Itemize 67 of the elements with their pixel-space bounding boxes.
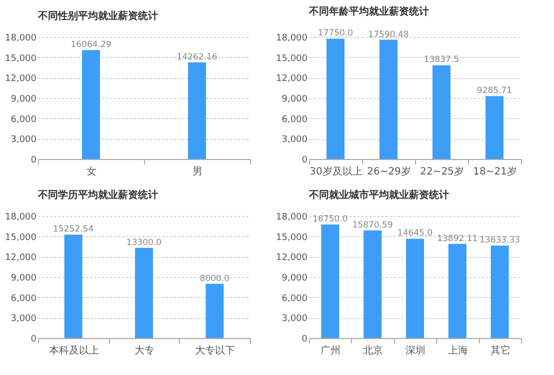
- bar: [486, 96, 504, 159]
- data-label: 16064.29: [70, 40, 112, 50]
- y-tick-label: 9,000: [282, 274, 308, 284]
- y-tick-label: 0: [302, 156, 308, 166]
- y-tick-label: 3,000: [282, 314, 308, 324]
- y-tick-label: 18,000: [5, 34, 37, 44]
- data-label: 13837.5: [424, 55, 460, 66]
- x-tick-label: 男: [192, 166, 202, 178]
- data-label: 17750.0: [318, 28, 354, 39]
- data-label: 13892.11: [437, 234, 478, 244]
- data-label: 8000.0: [200, 274, 230, 284]
- y-tick-label: 15,000: [276, 54, 308, 64]
- data-label: 15870.59: [352, 220, 393, 230]
- chart-title: 不同学历平均就业薪资统计: [37, 189, 158, 201]
- y-tick-label: 3,000: [10, 314, 37, 324]
- chart-title: 不同年龄平均就业薪资统计: [308, 6, 429, 18]
- x-tick-label: 大专以下: [195, 344, 236, 356]
- x-tick-label: 18~21岁: [473, 166, 517, 178]
- y-tick-label: 15,000: [5, 232, 37, 243]
- y-tick-label: 0: [30, 334, 37, 344]
- bar: [135, 248, 153, 338]
- bar: [380, 40, 398, 159]
- y-tick-label: 6,000: [282, 114, 308, 125]
- bar: [64, 234, 82, 338]
- y-tick-label: 9,000: [282, 94, 308, 104]
- x-tick-label: 女: [86, 166, 96, 178]
- y-tick-label: 3,000: [282, 135, 308, 146]
- data-label: 9285.71: [476, 86, 512, 96]
- data-label: 17590.48: [368, 30, 409, 40]
- y-tick-label: 6,000: [282, 294, 308, 304]
- x-tick-label: 广州: [320, 344, 341, 356]
- bar: [432, 65, 450, 159]
- x-tick-label: 其它: [490, 344, 510, 356]
- data-label: 13633.33: [480, 236, 520, 246]
- y-tick-label: 12,000: [5, 253, 37, 264]
- y-tick-label: 0: [30, 156, 37, 166]
- y-tick-label: 15,000: [5, 54, 37, 64]
- y-tick-label: 15,000: [276, 232, 308, 243]
- bar: [326, 38, 344, 159]
- y-tick-label: 0: [302, 334, 308, 344]
- data-label: 16750.0: [312, 214, 348, 224]
- x-tick-label: 北京: [363, 344, 384, 356]
- y-tick-label: 6,000: [10, 114, 37, 125]
- x-tick-label: 上海: [448, 344, 468, 356]
- x-tick-label: 本科及以上: [48, 344, 99, 356]
- x-tick-label: 大专: [134, 344, 154, 356]
- x-tick-label: 30岁及以上: [310, 166, 362, 178]
- y-tick-label: 12,000: [276, 74, 308, 84]
- data-label: 14645.0: [397, 228, 433, 239]
- chart-title: 不同就业城市平均就业薪资统计: [308, 189, 449, 201]
- chart-title: 不同性别平均就业薪资统计: [37, 10, 158, 22]
- bar: [206, 284, 224, 338]
- y-tick-label: 12,000: [5, 74, 37, 84]
- y-tick-label: 9,000: [10, 274, 37, 284]
- y-tick-label: 18,000: [276, 34, 308, 44]
- y-tick-label: 18,000: [276, 212, 308, 222]
- x-tick-label: 26~29岁: [367, 166, 411, 178]
- y-tick-label: 6,000: [10, 294, 37, 304]
- data-label: 13300.0: [126, 238, 162, 248]
- y-tick-label: 3,000: [10, 135, 37, 146]
- y-tick-label: 18,000: [5, 212, 37, 222]
- y-tick-label: 12,000: [276, 253, 308, 264]
- data-label: 15252.54: [53, 224, 94, 235]
- x-tick-label: 深圳: [406, 344, 426, 356]
- y-tick-label: 9,000: [10, 94, 37, 104]
- data-label: 14262.16: [176, 52, 218, 62]
- x-tick-label: 22~25岁: [420, 166, 464, 178]
